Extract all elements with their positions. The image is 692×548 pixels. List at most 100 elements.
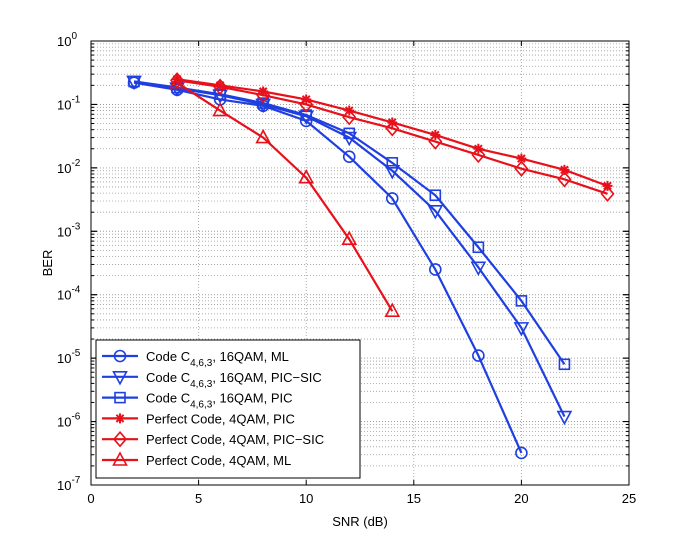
diamond-marker (428, 133, 443, 150)
legend-entry: Code C4,6,3, 16QAM, ML (102, 349, 289, 369)
legend-entry: Code C4,6,3, 16QAM, PIC−SIC (102, 370, 322, 390)
series-line (176, 79, 608, 195)
square-marker (343, 127, 356, 140)
legend-label: Perfect Code, 4QAM, ML (146, 453, 291, 468)
diamond-marker (600, 185, 615, 203)
diamond-marker (471, 146, 486, 164)
triangle-up-marker (255, 128, 272, 144)
square-marker (558, 358, 571, 371)
square-marker (128, 75, 140, 88)
circle-marker (429, 263, 442, 276)
legend-label-suffix: , 16QAM, PIC−SIC (212, 370, 321, 385)
y-tick-exponent: -2 (71, 158, 80, 169)
y-tick-label: 10-1 (57, 94, 81, 112)
y-tick-base: 10 (57, 288, 71, 303)
legend-entry: Code C4,6,3, 16QAM, PIC (102, 391, 293, 411)
triangle-down-marker (112, 370, 128, 386)
x-tick-label: 5 (195, 491, 202, 506)
triangle-up-marker (384, 302, 401, 317)
x-axis-tick-labels: 0 5 10 15 20 25 (87, 491, 636, 506)
series-line (176, 81, 394, 312)
diamond-marker (385, 120, 400, 137)
legend-label-main: Code C (146, 349, 190, 364)
legend-entry: Perfect Code, 4QAM, ML (102, 451, 291, 468)
y-tick-base: 10 (57, 224, 71, 239)
legend-label-suffix: , 16QAM, PIC (212, 391, 292, 406)
y-tick-base: 10 (57, 161, 71, 176)
legend-entry: Perfect Code, 4QAM, PIC−SIC (102, 430, 324, 448)
y-tick-exponent: -3 (71, 221, 80, 232)
legend-label: Code C4,6,3, 16QAM, PIC (146, 391, 293, 411)
x-tick-label: 15 (407, 491, 421, 506)
y-tick-base: 10 (57, 351, 71, 366)
diamond-marker (213, 78, 228, 95)
triangle-up-marker (112, 451, 128, 466)
diamond-marker (342, 108, 357, 126)
y-axis-label: BER (40, 250, 55, 277)
square-marker (515, 295, 528, 307)
legend-label-main: Code C (146, 370, 190, 385)
series-line (133, 80, 566, 365)
series-3 (128, 75, 571, 371)
axis-ticks (90, 40, 630, 486)
star-marker (559, 164, 570, 175)
legend-label: Code C4,6,3, 16QAM, ML (146, 349, 289, 369)
x-axis-label: SNR (dB) (332, 514, 388, 529)
star-marker-stroke (301, 95, 311, 104)
x-tick-label: 20 (514, 491, 528, 506)
legend-entry: Perfect Code, 4QAM, PIC (102, 411, 295, 426)
y-tick-exponent: -6 (71, 412, 80, 423)
legend-label-main: Code C (146, 391, 190, 406)
y-tick-base: 10 (57, 34, 71, 49)
y-tick-label: 10-4 (57, 285, 81, 303)
legend-label-subscript: 4,6,3 (190, 400, 213, 411)
triangle-up-marker (298, 169, 315, 184)
circle-marker (113, 349, 127, 363)
triangle-down-marker (255, 98, 272, 114)
plot-area-frame (90, 40, 630, 486)
x-tick-label: 25 (622, 491, 636, 506)
triangle-down-marker (384, 164, 401, 180)
legend-label-subscript: 4,6,3 (190, 379, 213, 390)
star-marker-stroke (517, 154, 526, 163)
legend-label: Perfect Code, 4QAM, PIC−SIC (146, 432, 324, 447)
legend-label-main: Perfect Code, 4QAM, PIC−SIC (146, 432, 324, 447)
legend-label-subscript: 4,6,3 (190, 358, 213, 369)
triangle-up-marker (341, 230, 358, 246)
x-tick-label: 10 (299, 491, 313, 506)
y-tick-base: 10 (57, 415, 71, 430)
square-marker (429, 189, 442, 202)
star-marker (115, 413, 125, 424)
y-tick-label: 10-3 (57, 221, 81, 239)
series-line (133, 81, 523, 454)
y-tick-label: 10-6 (57, 412, 81, 430)
square-marker (472, 241, 485, 254)
triangle-up-marker (169, 74, 185, 89)
y-tick-base: 10 (57, 478, 71, 493)
y-tick-label: 10-5 (57, 348, 81, 366)
square-marker (257, 97, 269, 109)
legend-label-main: Perfect Code, 4QAM, PIC (146, 411, 295, 426)
series-5 (170, 72, 615, 203)
y-tick-label: 10-2 (57, 158, 81, 176)
y-tick-exponent: -7 (71, 475, 80, 486)
y-tick-exponent: -5 (71, 348, 80, 359)
legend-label-main: Perfect Code, 4QAM, ML (146, 453, 291, 468)
y-tick-base: 10 (57, 97, 71, 112)
star-marker-stroke (560, 165, 569, 175)
triangle-down-marker (470, 261, 487, 277)
star-marker-stroke (115, 414, 125, 423)
legend-label-suffix: , 16QAM, ML (212, 349, 289, 364)
star-marker (301, 94, 312, 105)
y-tick-label: 10-7 (57, 475, 81, 493)
square-marker (386, 157, 399, 169)
circle-marker (472, 349, 485, 362)
triangle-down-marker (513, 322, 530, 337)
y-tick-exponent: -4 (71, 285, 80, 296)
y-tick-exponent: 0 (71, 31, 77, 42)
triangle-down-marker (556, 410, 573, 426)
circle-marker (515, 446, 528, 460)
